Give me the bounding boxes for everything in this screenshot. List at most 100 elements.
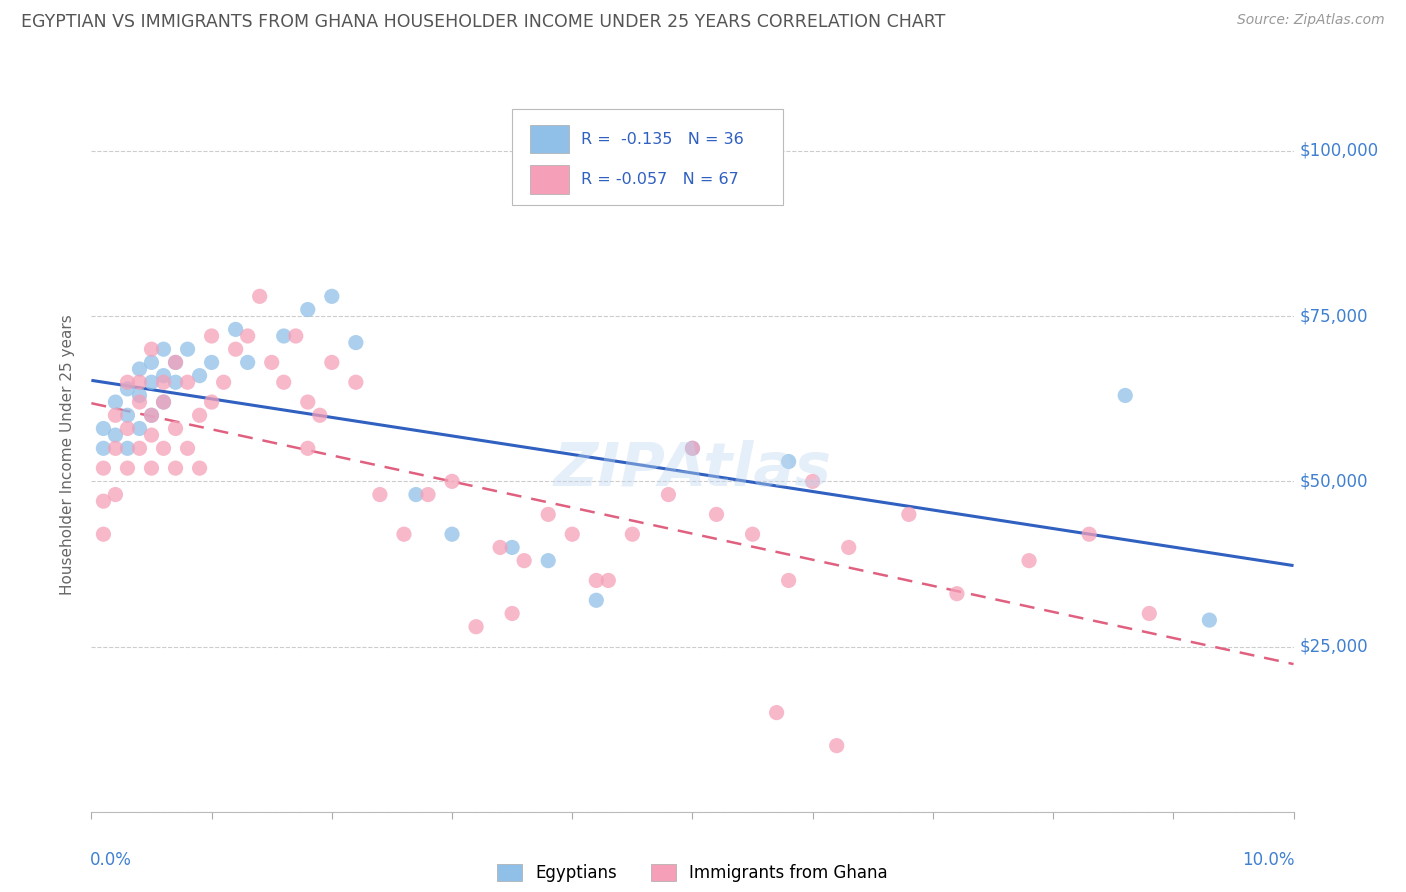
Point — [165, 355, 187, 369]
Point — [141, 461, 163, 475]
Point — [778, 574, 800, 588]
Point — [93, 442, 115, 456]
Point — [225, 342, 247, 356]
Point — [297, 302, 319, 317]
Text: $50,000: $50,000 — [1299, 473, 1368, 491]
Text: Source: ZipAtlas.com: Source: ZipAtlas.com — [1237, 13, 1385, 28]
Point — [344, 335, 367, 350]
Point — [405, 487, 427, 501]
Point — [141, 355, 163, 369]
Point — [188, 461, 211, 475]
Point — [297, 442, 319, 456]
Point — [93, 421, 115, 435]
Point — [585, 574, 607, 588]
Point — [141, 409, 163, 423]
Point — [165, 461, 187, 475]
Point — [152, 376, 174, 390]
Point — [141, 342, 163, 356]
Point — [104, 442, 127, 456]
Point — [141, 376, 163, 390]
Point — [152, 395, 174, 409]
Point — [741, 527, 763, 541]
Legend: Egyptians, Immigrants from Ghana: Egyptians, Immigrants from Ghana — [498, 863, 887, 882]
Point — [225, 322, 247, 336]
Point — [93, 527, 115, 541]
Point — [392, 527, 415, 541]
Text: $100,000: $100,000 — [1299, 142, 1379, 160]
Point — [706, 508, 728, 522]
Point — [621, 527, 644, 541]
Point — [537, 554, 560, 568]
Point — [368, 487, 391, 501]
Point — [128, 442, 150, 456]
Point — [201, 355, 224, 369]
Y-axis label: Householder Income Under 25 years: Householder Income Under 25 years — [60, 315, 76, 595]
Point — [104, 487, 127, 501]
Text: EGYPTIAN VS IMMIGRANTS FROM GHANA HOUSEHOLDER INCOME UNDER 25 YEARS CORRELATION : EGYPTIAN VS IMMIGRANTS FROM GHANA HOUSEH… — [21, 13, 945, 31]
Point — [440, 527, 463, 541]
FancyBboxPatch shape — [512, 109, 783, 205]
Point — [104, 409, 127, 423]
Point — [128, 395, 150, 409]
FancyBboxPatch shape — [530, 165, 568, 194]
Point — [537, 508, 560, 522]
Point — [681, 442, 703, 456]
Point — [117, 376, 139, 390]
Text: ZIPAtlas: ZIPAtlas — [554, 440, 831, 499]
Point — [93, 461, 115, 475]
Point — [117, 442, 139, 456]
Point — [128, 376, 150, 390]
Point — [1114, 388, 1136, 402]
Point — [825, 739, 848, 753]
FancyBboxPatch shape — [530, 125, 568, 153]
Point — [321, 355, 343, 369]
Point — [165, 355, 187, 369]
Point — [117, 409, 139, 423]
Point — [273, 376, 295, 390]
Point — [344, 376, 367, 390]
Text: 10.0%: 10.0% — [1243, 851, 1295, 869]
Point — [838, 541, 860, 555]
Point — [249, 289, 271, 303]
Point — [585, 593, 607, 607]
Point — [897, 508, 920, 522]
Point — [128, 362, 150, 376]
Point — [188, 409, 211, 423]
Point — [778, 454, 800, 468]
Point — [141, 409, 163, 423]
Point — [260, 355, 283, 369]
Point — [308, 409, 330, 423]
Point — [117, 421, 139, 435]
Point — [117, 382, 139, 396]
Point — [1137, 607, 1160, 621]
Text: R = -0.057   N = 67: R = -0.057 N = 67 — [581, 172, 738, 186]
Point — [297, 395, 319, 409]
Point — [681, 442, 703, 456]
Point — [104, 428, 127, 442]
Point — [176, 442, 198, 456]
Point — [165, 376, 187, 390]
Point — [152, 395, 174, 409]
Point — [104, 395, 127, 409]
Point — [765, 706, 787, 720]
Point — [946, 587, 969, 601]
Point — [152, 368, 174, 383]
Point — [561, 527, 583, 541]
Text: $75,000: $75,000 — [1299, 307, 1368, 326]
Point — [176, 376, 198, 390]
Point — [128, 421, 150, 435]
Point — [93, 494, 115, 508]
Point — [1198, 613, 1220, 627]
Point — [489, 541, 512, 555]
Point — [501, 541, 523, 555]
Point — [440, 475, 463, 489]
Text: R =  -0.135   N = 36: R = -0.135 N = 36 — [581, 132, 744, 146]
Point — [201, 329, 224, 343]
Point — [236, 329, 259, 343]
Point — [598, 574, 620, 588]
Point — [416, 487, 439, 501]
Point — [152, 442, 174, 456]
Point — [284, 329, 307, 343]
Text: 0.0%: 0.0% — [90, 851, 132, 869]
Point — [1078, 527, 1101, 541]
